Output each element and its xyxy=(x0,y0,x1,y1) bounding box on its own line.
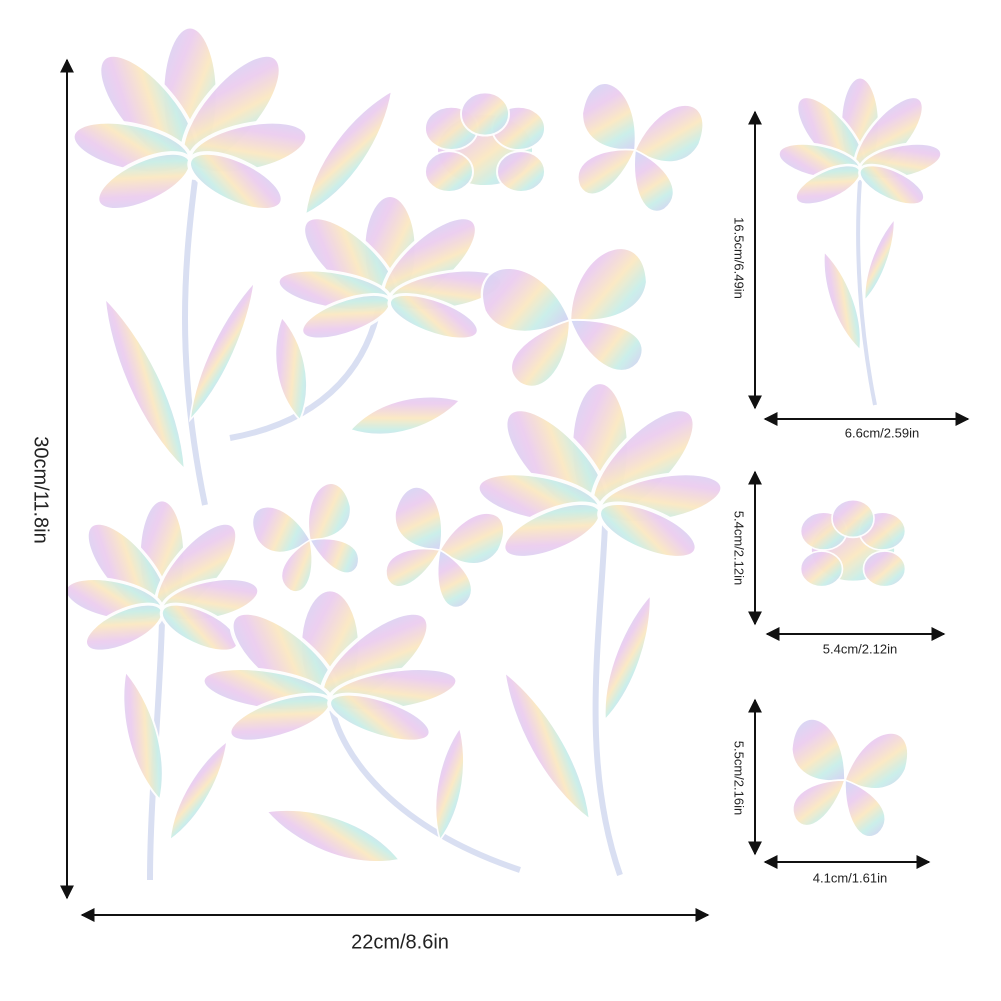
height-label: 16.5cm/6.49in xyxy=(732,217,747,299)
width-label: 4.1cm/1.61in xyxy=(813,870,887,885)
height-label: 30cm/11.8in xyxy=(30,436,52,543)
detail-stickers xyxy=(774,75,946,843)
width-label: 22cm/8.6in xyxy=(351,931,449,953)
width-label: 5.4cm/2.12in xyxy=(823,641,897,656)
width-label: 6.6cm/2.59in xyxy=(845,425,919,440)
height-label: 5.5cm/2.16in xyxy=(732,741,747,815)
height-label: 5.4cm/2.12in xyxy=(732,511,747,585)
sticker-sheet xyxy=(59,24,729,881)
